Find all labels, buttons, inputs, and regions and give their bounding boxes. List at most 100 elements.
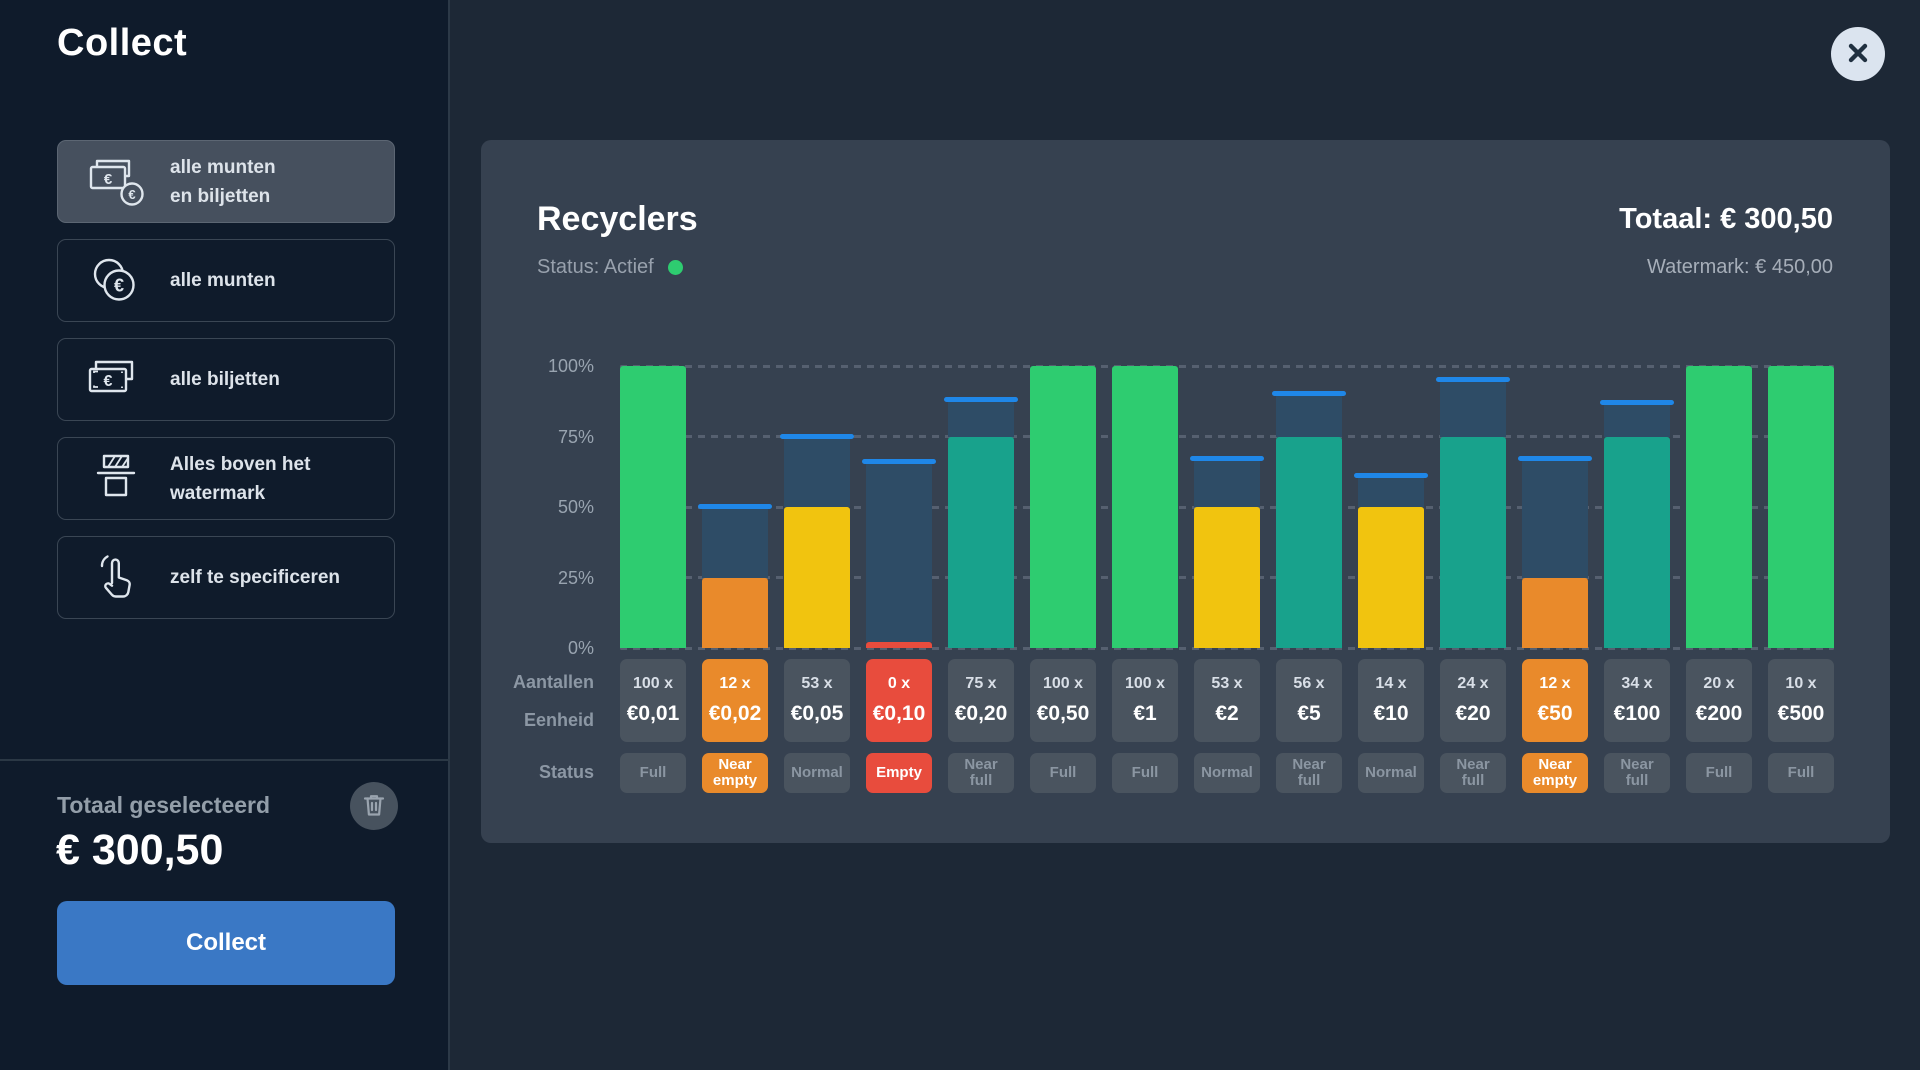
denomination-value: €1 xyxy=(1133,702,1157,725)
sidebar-option-label: Alles boven het watermark xyxy=(170,453,311,504)
denomination-value: €0,10 xyxy=(872,702,926,725)
recycler-bar xyxy=(780,366,854,648)
bar-capacity-region xyxy=(1604,402,1670,437)
collect-button-label: Collect xyxy=(185,929,266,956)
panel-total: Totaal: € 300,50 xyxy=(1619,203,1833,235)
recycler-bar xyxy=(862,366,936,648)
denomination-value: €0,02 xyxy=(708,702,762,725)
status-text: Status: Actief xyxy=(537,255,654,278)
sidebar-option-3[interactable]: € alle biljetten xyxy=(57,338,395,421)
denomination-column: 100 x €1 Full xyxy=(1112,366,1178,793)
close-button[interactable] xyxy=(1831,27,1885,81)
count-value: 20 x xyxy=(1703,675,1735,692)
bar-fill xyxy=(1522,577,1588,648)
denomination-value: €0,01 xyxy=(626,702,680,725)
collect-button[interactable]: Collect xyxy=(57,901,395,985)
bar-watermark-line xyxy=(1190,456,1264,462)
denomination-column: 20 x €200 Full xyxy=(1686,366,1752,793)
recycler-bar xyxy=(698,366,772,648)
denomination-value: €5 xyxy=(1297,702,1321,725)
bar-fill xyxy=(948,436,1014,648)
count-cell: 75 x €0,20 xyxy=(948,659,1014,742)
bar-capacity-region xyxy=(948,399,1014,437)
sidebar-option-4[interactable]: Alles boven het watermark xyxy=(57,437,395,520)
bar-capacity-region xyxy=(1522,459,1588,578)
bar-capacity-region xyxy=(1358,475,1424,507)
status-badge: Near empty xyxy=(702,753,768,793)
recycler-bar xyxy=(1686,366,1752,648)
count-cell: 56 x €5 xyxy=(1276,659,1342,742)
bar-watermark-line xyxy=(1272,391,1346,397)
count-value: 75 x xyxy=(965,675,997,692)
denomination-column: 12 x €0,02 Near empty xyxy=(698,366,772,793)
y-tick: 50% xyxy=(557,497,594,517)
bar-fill xyxy=(1440,436,1506,648)
bar-capacity-region xyxy=(702,507,768,578)
count-cell: 24 x €20 xyxy=(1440,659,1506,742)
count-value: 53 x xyxy=(1211,675,1243,692)
status-badge: Normal xyxy=(784,753,850,793)
total-selected-label: Totaal geselecteerd xyxy=(57,792,271,818)
denomination-value: €100 xyxy=(1613,702,1661,725)
count-cell: 0 x €0,10 xyxy=(866,659,932,742)
denomination-column: 0 x €0,10 Empty xyxy=(862,366,936,793)
status-badge: Near full xyxy=(1440,753,1506,793)
panel-status: Status: Actief xyxy=(537,255,683,278)
count-value: 53 x xyxy=(801,675,833,692)
y-tick: 75% xyxy=(557,426,594,447)
status-active-dot xyxy=(667,259,683,275)
hand-tap-icon xyxy=(82,550,150,606)
status-badge: Empty xyxy=(866,753,932,793)
coins-icon: € xyxy=(82,253,150,309)
collect-sidebar: Collect € € alle munten en biljetten € all… xyxy=(0,0,450,1070)
count-value: 24 x xyxy=(1457,675,1489,692)
status-badge: Full xyxy=(1686,753,1752,793)
denomination-column: 24 x €20 Near full xyxy=(1436,366,1510,793)
bar-watermark-line xyxy=(780,433,854,439)
svg-text:€: € xyxy=(104,171,113,188)
sidebar-title: Collect xyxy=(57,22,188,64)
denomination-value: €500 xyxy=(1777,702,1825,725)
bar-watermark-line xyxy=(1600,399,1674,405)
count-cell: 12 x €50 xyxy=(1522,659,1588,742)
collect-options-list: € € alle munten en biljetten € alle munten… xyxy=(57,140,395,619)
count-cell: 100 x €1 xyxy=(1112,659,1178,742)
sidebar-option-2[interactable]: € alle munten xyxy=(57,239,395,322)
denomination-value: €50 xyxy=(1537,702,1573,725)
status-badge: Full xyxy=(620,753,686,793)
bar-capacity-region xyxy=(1440,380,1506,437)
bar-fill xyxy=(1276,436,1342,648)
denomination-column: 34 x €100 Near full xyxy=(1600,366,1674,793)
panel-title: Recyclers xyxy=(537,200,698,238)
recyclers-panel: Recyclers Status: Actief Totaal: € 300,5… xyxy=(481,140,1890,843)
count-value: 12 x xyxy=(719,675,751,692)
svg-text:€: € xyxy=(104,373,113,390)
row-label-unit: Eenheid xyxy=(523,710,594,730)
recycler-bar xyxy=(1190,366,1264,648)
sidebar-option-label: alle biljetten xyxy=(170,369,280,390)
count-cell: 10 x €500 xyxy=(1768,659,1834,742)
clear-selection-button[interactable] xyxy=(350,782,398,830)
status-badge: Full xyxy=(1112,753,1178,793)
denomination-column: 10 x €500 Full xyxy=(1768,366,1834,793)
bar-fill xyxy=(702,577,768,648)
count-cell: 14 x €10 xyxy=(1358,659,1424,742)
denomination-value: €20 xyxy=(1455,702,1491,725)
bar-watermark-line xyxy=(1518,456,1592,462)
recycler-bar xyxy=(1354,366,1428,648)
count-cell: 100 x €0,50 xyxy=(1030,659,1096,742)
count-cell: 20 x €200 xyxy=(1686,659,1752,742)
recycler-bar xyxy=(1768,366,1834,648)
count-value: 56 x xyxy=(1293,675,1325,692)
denomination-column: 14 x €10 Normal xyxy=(1354,366,1428,793)
status-badge: Near empty xyxy=(1522,753,1588,793)
bar-capacity-region xyxy=(1194,459,1260,507)
y-tick: 25% xyxy=(557,567,594,588)
bar-fill xyxy=(866,642,932,648)
sidebar-option-1[interactable]: € € alle munten en biljetten xyxy=(57,140,395,223)
count-value: 100 x xyxy=(1124,675,1166,692)
count-cell: 53 x €2 xyxy=(1194,659,1260,742)
y-tick: 0% xyxy=(567,638,594,658)
sidebar-option-5[interactable]: zelf te specificeren xyxy=(57,536,395,619)
svg-text:€: € xyxy=(114,275,124,295)
